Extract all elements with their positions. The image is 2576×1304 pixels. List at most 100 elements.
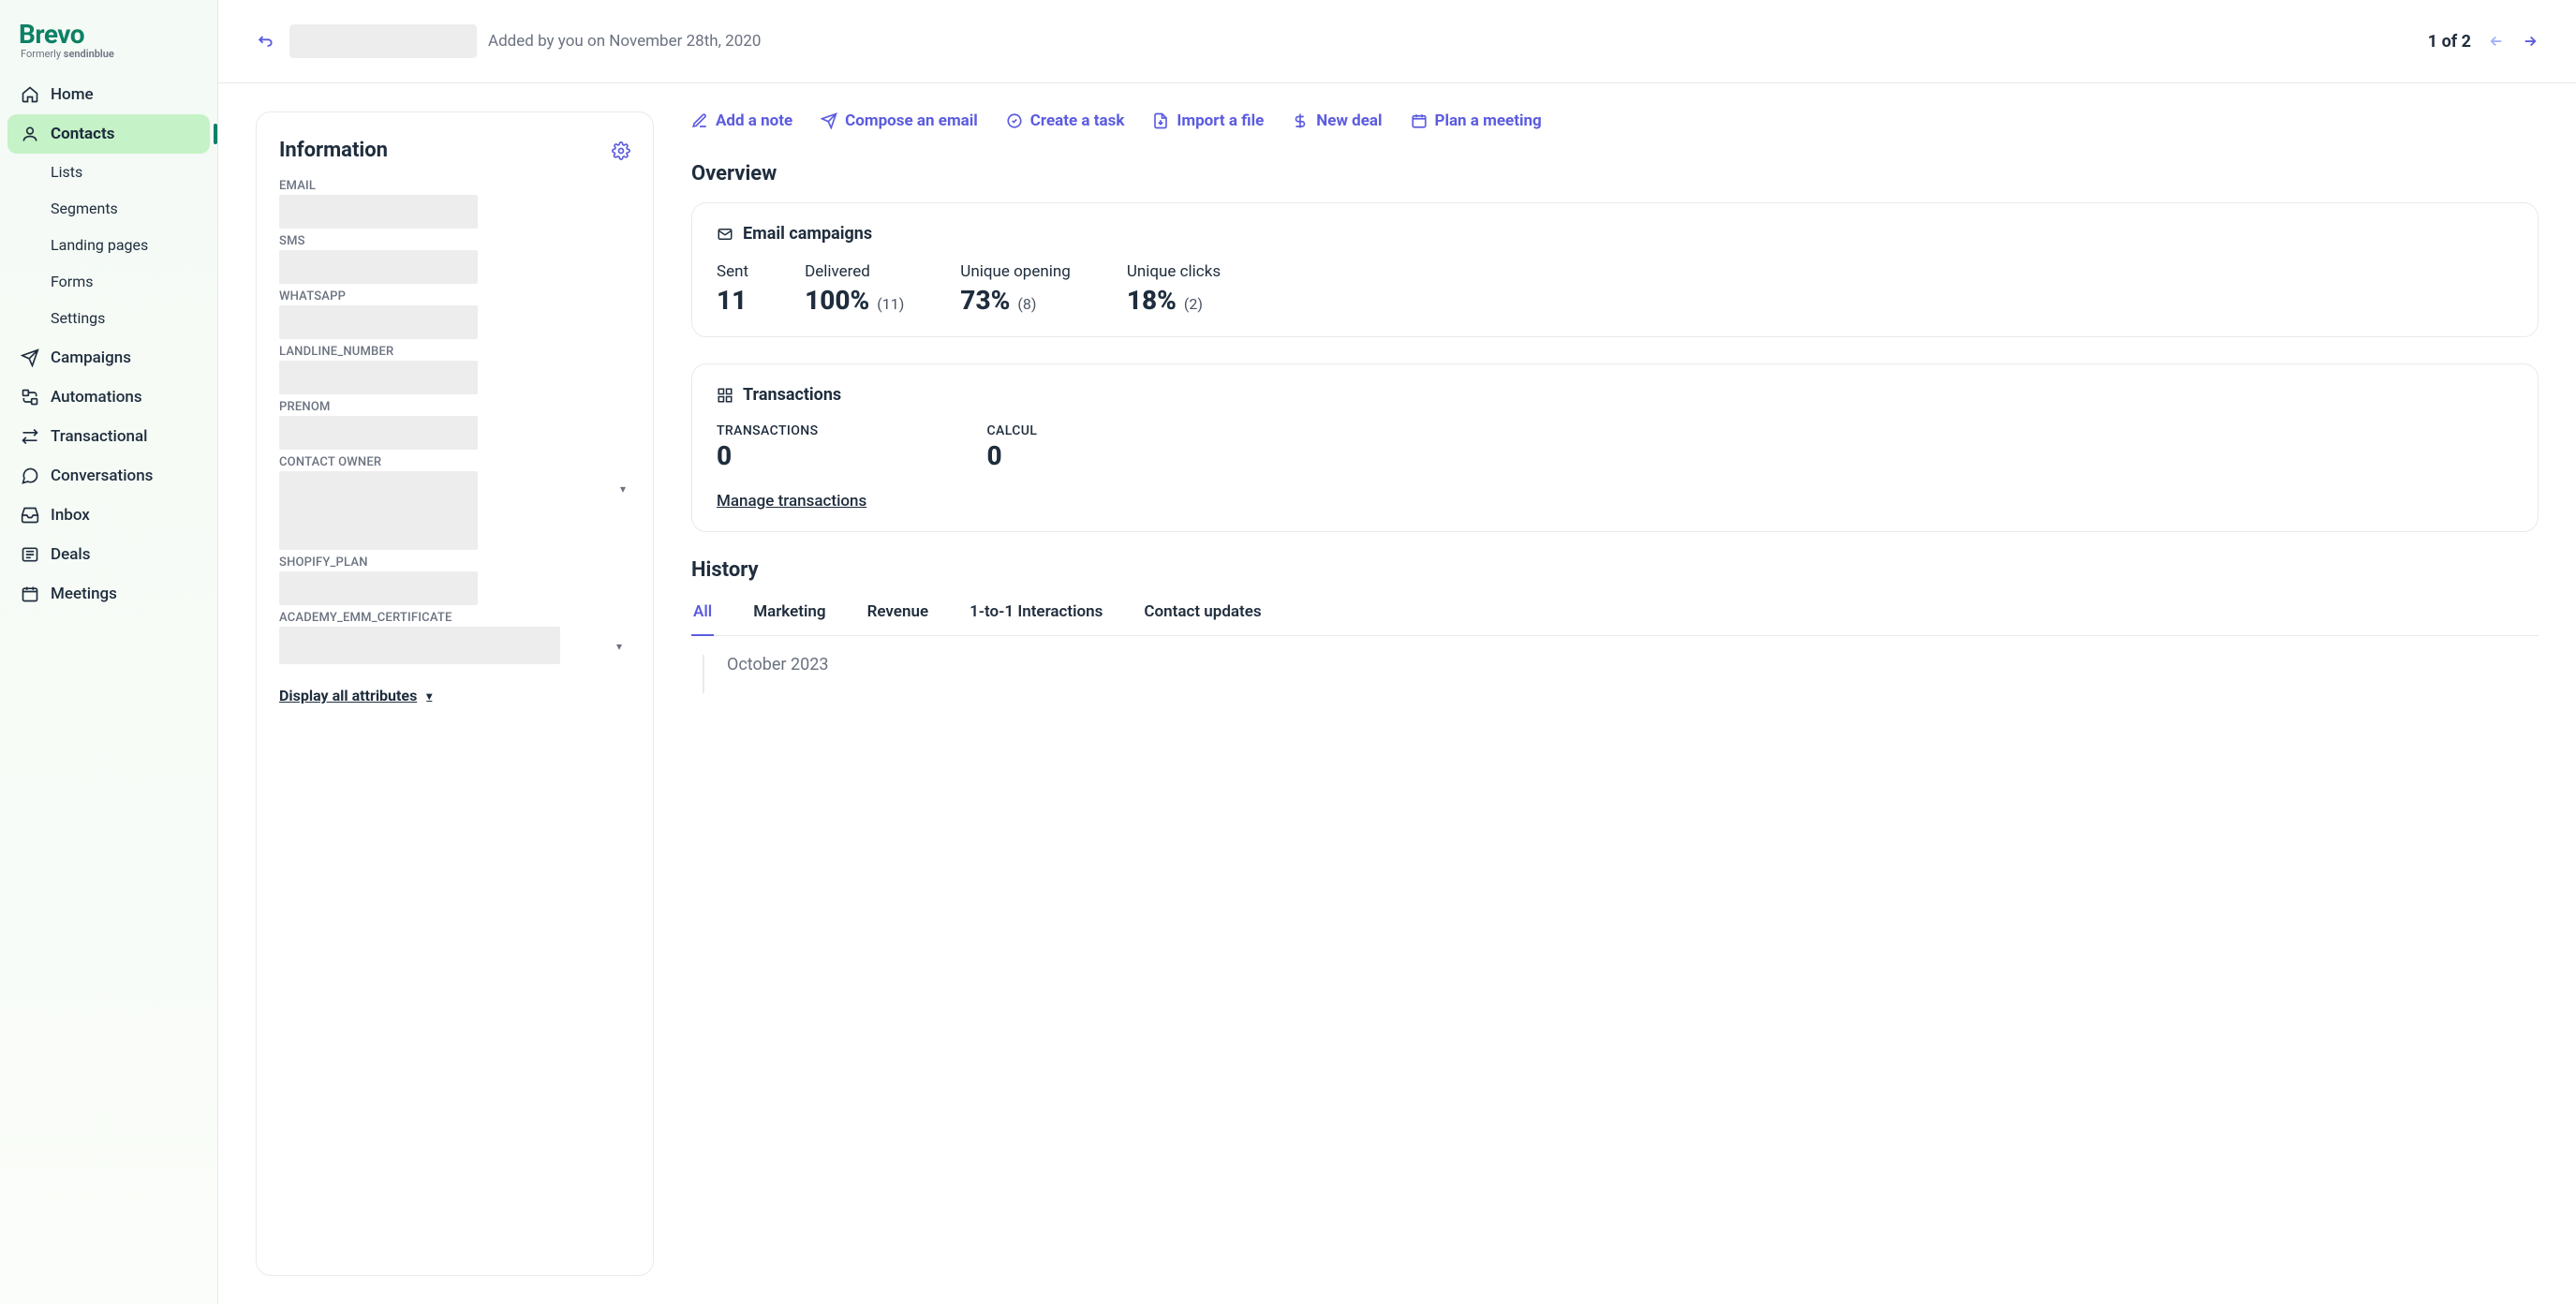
attr-label: WHATSAPP — [279, 289, 630, 304]
information-title: Information — [279, 139, 388, 162]
sidebar-item-automations[interactable]: Automations — [7, 378, 210, 417]
history-month: October 2023 — [691, 655, 2539, 674]
tab-marketing[interactable]: Marketing — [751, 599, 827, 635]
meetings-icon — [21, 585, 39, 603]
attr-label: LANDLINE_NUMBER — [279, 345, 630, 359]
dollar-icon — [1292, 112, 1309, 129]
note-icon — [691, 112, 708, 129]
home-icon — [21, 85, 39, 104]
sidebar-item-home[interactable]: Home — [7, 75, 210, 114]
attr-value-redacted[interactable] — [279, 195, 478, 229]
attr-label: SHOPIFY_PLAN — [279, 556, 630, 570]
attr-academy-cert: ACADEMY_EMM_CERTIFICATE ▾ — [279, 611, 630, 664]
conversations-icon — [21, 467, 39, 485]
stat-sent: Sent 11 — [717, 262, 748, 316]
display-all-attributes-button[interactable]: Display all attributes ▾ — [279, 687, 432, 704]
tab-revenue[interactable]: Revenue — [866, 599, 931, 635]
sidebar-item-label: Transactional — [51, 427, 148, 446]
logo-tagline: Formerly sendinblue — [19, 48, 199, 60]
sidebar-item-conversations[interactable]: Conversations — [7, 456, 210, 496]
sidebar-subitem-lists[interactable]: Lists — [51, 154, 210, 190]
chevron-down-icon: ▾ — [426, 689, 432, 703]
tab-all[interactable]: All — [691, 599, 714, 636]
sidebar-item-contacts[interactable]: Contacts — [7, 114, 210, 154]
attr-label: PRENOM — [279, 400, 630, 414]
overview-title: Overview — [691, 162, 2539, 185]
sidebar-item-campaigns[interactable]: Campaigns — [7, 338, 210, 378]
attr-sms: SMS — [279, 234, 630, 284]
add-note-button[interactable]: Add a note — [691, 111, 792, 130]
send-icon — [821, 112, 837, 129]
task-icon — [1006, 112, 1023, 129]
pager-text: 1 of 2 — [2428, 32, 2471, 52]
sidebar-item-label: Campaigns — [51, 348, 131, 367]
sidebar-item-transactional[interactable]: Transactional — [7, 417, 210, 456]
sidebar-item-label: Home — [51, 85, 94, 104]
sidebar-item-deals[interactable]: Deals — [7, 535, 210, 574]
sidebar-item-meetings[interactable]: Meetings — [7, 574, 210, 614]
topbar: Added by you on November 28th, 2020 1 of… — [218, 0, 2576, 83]
logo: Brevo Formerly sendinblue — [7, 11, 210, 75]
attr-email: EMAIL — [279, 179, 630, 229]
attr-label: SMS — [279, 234, 630, 248]
attr-value-redacted[interactable] — [279, 250, 478, 284]
mail-icon — [717, 226, 733, 243]
sidebar-item-inbox[interactable]: Inbox — [7, 496, 210, 535]
actions-row: Add a note Compose an email Create a tas… — [691, 111, 2539, 130]
sidebar-item-label: Meetings — [51, 585, 117, 603]
attr-label: EMAIL — [279, 179, 630, 193]
create-task-button[interactable]: Create a task — [1006, 111, 1125, 130]
deals-icon — [21, 545, 39, 564]
added-by-text: Added by you on November 28th, 2020 — [488, 32, 761, 51]
panel-title: Email campaigns — [743, 224, 872, 244]
calendar-icon — [1411, 112, 1428, 129]
inbox-icon — [21, 506, 39, 525]
manage-transactions-link[interactable]: Manage transactions — [717, 492, 2513, 511]
import-file-button[interactable]: Import a file — [1152, 111, 1264, 130]
attr-value-redacted[interactable] — [279, 571, 478, 605]
history-title: History — [691, 558, 2539, 582]
sidebar-item-label: Contacts — [51, 125, 114, 143]
back-button[interactable] — [256, 32, 274, 51]
email-campaigns-panel: Email campaigns Sent 11 Delivered 100%(1… — [691, 202, 2539, 337]
sidebar-subitem-segments[interactable]: Segments — [51, 190, 210, 227]
information-card: Information EMAIL SMS WHATSAPP — [256, 111, 654, 1276]
attr-value-redacted[interactable]: ▾ — [279, 471, 478, 550]
campaigns-icon — [21, 348, 39, 367]
sidebar-subitem-forms[interactable]: Forms — [51, 263, 210, 300]
attr-value-redacted[interactable] — [279, 361, 478, 394]
sidebar-subitem-landing-pages[interactable]: Landing pages — [51, 227, 210, 263]
import-icon — [1152, 112, 1169, 129]
attr-value-redacted[interactable] — [279, 305, 478, 339]
attr-landline: LANDLINE_NUMBER — [279, 345, 630, 394]
pager-next-button[interactable] — [2522, 33, 2539, 50]
chevron-down-icon: ▾ — [620, 482, 626, 496]
new-deal-button[interactable]: New deal — [1292, 111, 1382, 130]
attr-prenom: PRENOM — [279, 400, 630, 450]
plan-meeting-button[interactable]: Plan a meeting — [1411, 111, 1542, 130]
compose-email-button[interactable]: Compose an email — [821, 111, 978, 130]
attr-contact-owner: CONTACT OWNER ▾ — [279, 455, 630, 550]
stat-delivered: Delivered 100%(11) — [805, 262, 904, 316]
attr-value-redacted[interactable]: ▾ — [279, 627, 560, 664]
stat-unique-opening: Unique opening 73%(8) — [960, 262, 1071, 316]
contacts-submenu: Lists Segments Landing pages Forms Setti… — [7, 154, 210, 336]
tab-1to1[interactable]: 1-to-1 Interactions — [968, 599, 1104, 635]
attr-value-redacted[interactable] — [279, 416, 478, 450]
sidebar-subitem-settings[interactable]: Settings — [51, 300, 210, 336]
panel-title: Transactions — [743, 385, 841, 405]
stat-unique-clicks: Unique clicks 18%(2) — [1127, 262, 1221, 316]
history-tabs: All Marketing Revenue 1-to-1 Interaction… — [691, 599, 2539, 636]
gear-icon[interactable] — [612, 141, 630, 160]
transactional-icon — [21, 427, 39, 446]
sidebar-item-label: Automations — [51, 388, 142, 407]
attr-shopify-plan: SHOPIFY_PLAN — [279, 556, 630, 605]
tab-contact-updates[interactable]: Contact updates — [1142, 599, 1263, 635]
right-column: Add a note Compose an email Create a tas… — [691, 111, 2539, 1276]
logo-name: Brevo — [19, 19, 199, 50]
tx-stat-calcul: CALCUL 0 — [987, 423, 1038, 471]
sidebar-item-label: Conversations — [51, 467, 153, 485]
attr-label: ACADEMY_EMM_CERTIFICATE — [279, 611, 630, 625]
pager-prev-button[interactable] — [2488, 33, 2505, 50]
transactions-panel: Transactions TRANSACTIONS 0 CALCUL 0 Man… — [691, 363, 2539, 532]
